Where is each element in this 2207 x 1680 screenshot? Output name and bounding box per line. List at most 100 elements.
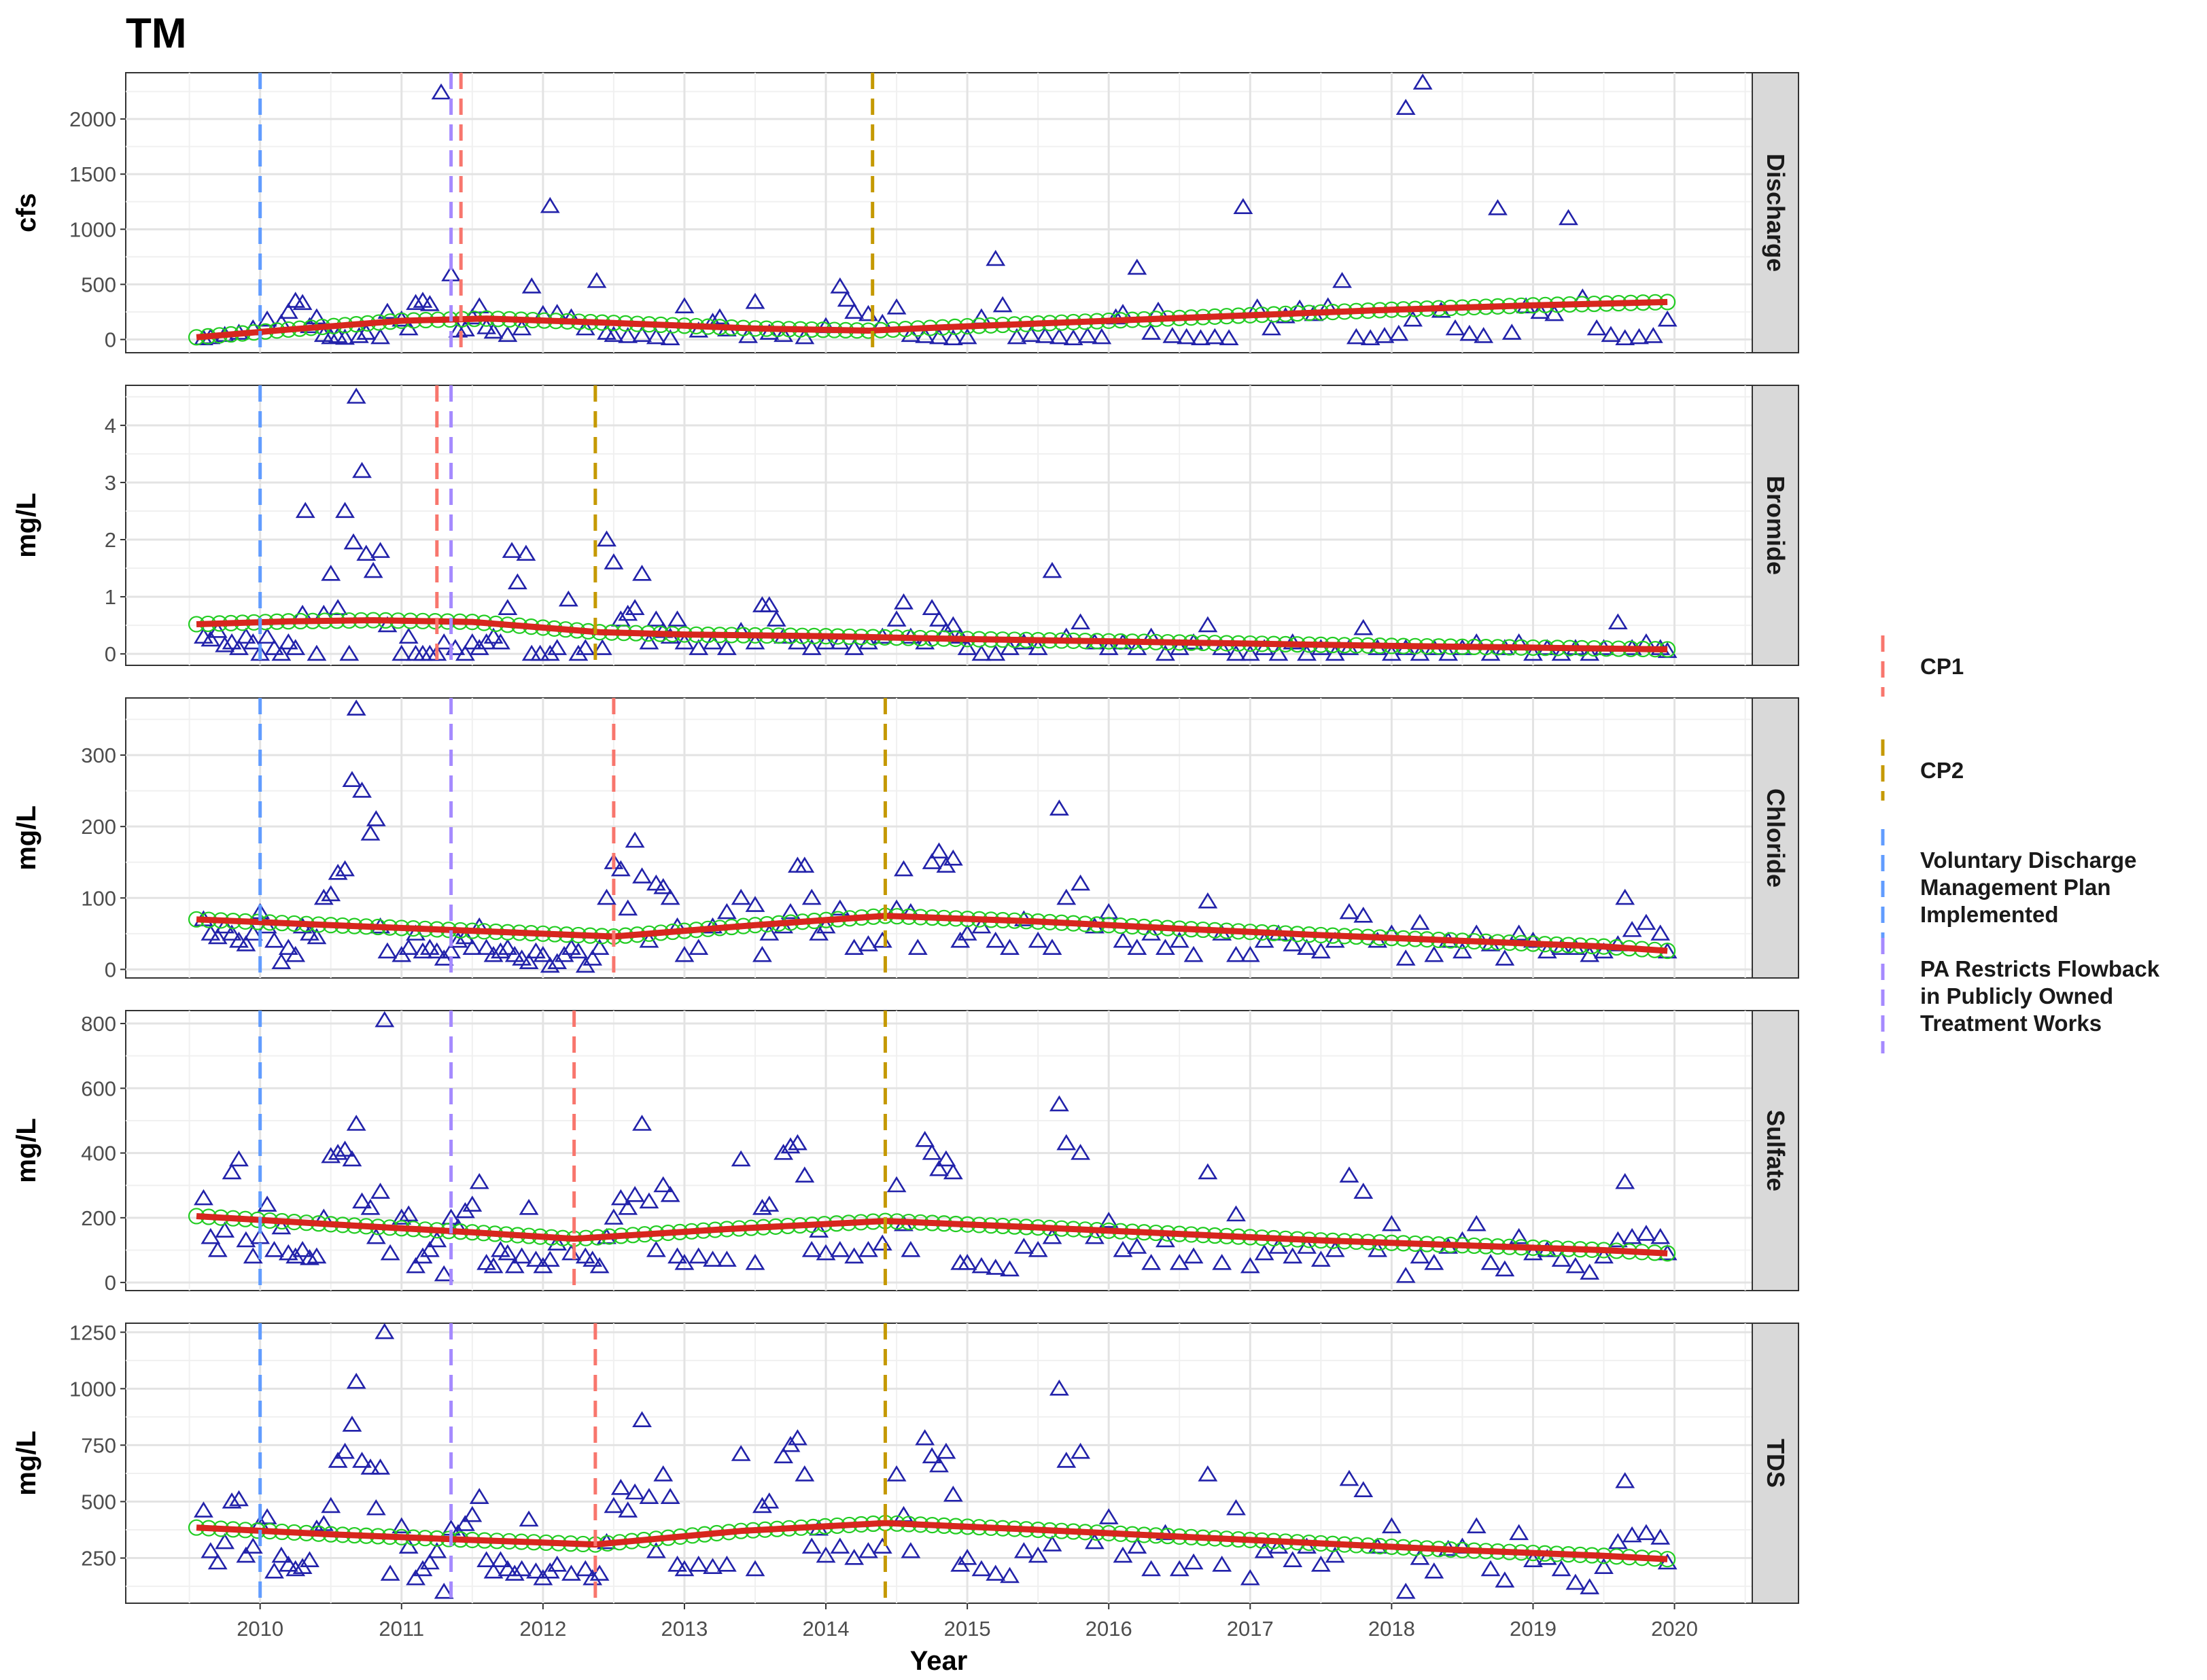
data-point	[346, 699, 366, 716]
data-point	[356, 544, 377, 561]
data-point	[257, 1195, 277, 1212]
data-point	[844, 302, 865, 319]
data-point	[455, 1515, 475, 1531]
y-tick-label: 0	[105, 328, 116, 352]
data-point	[1155, 1231, 1175, 1248]
y-tick-label: 600	[81, 1077, 116, 1100]
data-point	[1141, 323, 1162, 340]
data-point	[207, 1553, 228, 1570]
data-point	[922, 599, 942, 616]
data-point	[335, 502, 355, 519]
data-point	[491, 633, 510, 650]
data-point	[370, 1183, 390, 1199]
data-point	[370, 328, 390, 345]
data-point	[229, 1490, 249, 1507]
data-point	[604, 326, 624, 343]
facet-strip-label: Chloride	[1762, 788, 1790, 888]
facet-strip	[1752, 697, 1799, 979]
data-point	[1622, 1526, 1642, 1543]
data-point	[1056, 1134, 1077, 1151]
data-point	[745, 292, 765, 309]
data-point	[264, 639, 284, 655]
facet-strip	[1752, 385, 1799, 666]
data-point	[1381, 644, 1402, 661]
data-point	[929, 1456, 949, 1473]
data-point	[366, 1227, 386, 1244]
data-point	[363, 561, 383, 578]
data-point	[1565, 1257, 1586, 1274]
data-point	[406, 1569, 425, 1586]
data-point	[1042, 561, 1062, 578]
data-point	[957, 639, 977, 655]
data-point	[625, 1185, 645, 1202]
data-point	[207, 1240, 228, 1257]
data-point	[837, 290, 857, 307]
y-tick-label: 250	[81, 1547, 116, 1571]
data-point	[229, 1150, 249, 1167]
data-point	[957, 1254, 977, 1270]
data-point	[886, 1465, 907, 1482]
data-point	[618, 1199, 638, 1215]
facet-strip-label: Discharge	[1762, 154, 1790, 272]
y-axis-title: mg/L	[12, 805, 41, 871]
data-point	[1410, 1549, 1430, 1565]
data-point	[328, 599, 348, 616]
data-point	[526, 1250, 546, 1267]
data-point	[610, 1189, 631, 1206]
data-point	[1042, 1535, 1062, 1552]
data-point	[1353, 907, 1374, 923]
data-point	[1056, 888, 1077, 905]
data-point	[1183, 1247, 1204, 1264]
data-point	[540, 1250, 560, 1267]
data-point	[1183, 945, 1204, 962]
data-point	[1198, 892, 1218, 909]
data-point	[455, 928, 475, 945]
data-point	[844, 639, 865, 655]
data-point	[1650, 1227, 1671, 1244]
y-tick-label: 500	[81, 273, 116, 296]
chart-title: TM	[126, 10, 187, 57]
data-point	[516, 544, 536, 561]
data-point	[915, 1429, 935, 1446]
data-point	[901, 1542, 921, 1558]
data-point	[787, 633, 807, 650]
data-point	[936, 1150, 956, 1167]
data-point	[1360, 329, 1380, 346]
data-point	[271, 1546, 292, 1563]
data-point	[674, 1254, 695, 1270]
data-point	[285, 945, 306, 962]
y-tick-label: 400	[81, 1142, 116, 1166]
y-tick-label: 100	[81, 886, 116, 910]
data-point	[335, 1140, 355, 1157]
data-point	[222, 633, 242, 650]
data-point	[1283, 935, 1303, 951]
data-point	[339, 644, 360, 661]
data-point	[597, 888, 616, 905]
data-point	[491, 942, 510, 959]
data-point	[398, 627, 419, 644]
data-point	[504, 1564, 525, 1581]
data-point	[809, 1221, 829, 1238]
x-tick-label: 2019	[1510, 1617, 1557, 1641]
data-point	[483, 945, 504, 962]
x-tick-label: 2017	[1227, 1617, 1274, 1641]
data-point	[398, 1537, 419, 1554]
data-point	[936, 1442, 956, 1459]
panel-chloride: 0 100 200 300 Chloride mg/L	[12, 697, 1799, 981]
data-point	[1169, 1254, 1189, 1270]
data-point	[1412, 73, 1433, 90]
data-point	[1226, 1205, 1246, 1222]
data-point	[427, 942, 447, 959]
data-point	[901, 1240, 921, 1257]
data-point	[1042, 1227, 1062, 1244]
data-point	[816, 1546, 836, 1563]
data-point	[476, 1551, 497, 1567]
data-point	[533, 945, 553, 962]
data-point	[201, 1542, 221, 1558]
x-tick-label: 2020	[1651, 1617, 1698, 1641]
data-point	[502, 542, 522, 558]
trend-line	[196, 1212, 1668, 1257]
data-point	[660, 1488, 680, 1504]
data-point	[1353, 1481, 1374, 1497]
data-point	[243, 1537, 263, 1554]
